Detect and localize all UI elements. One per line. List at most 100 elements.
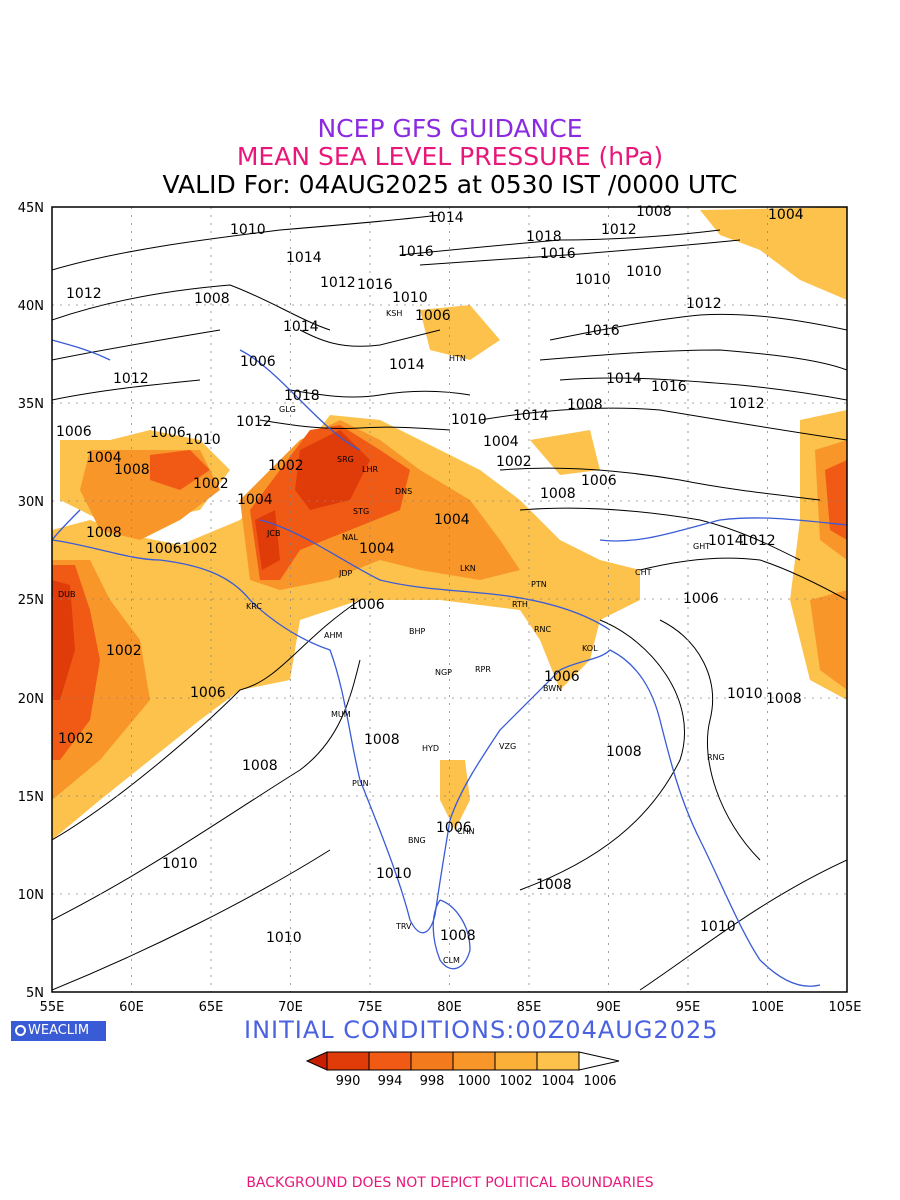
contour-label: 1008 [540, 486, 576, 502]
city-label: RNC [534, 625, 552, 634]
weaclim-logo-icon [15, 1025, 26, 1036]
contour-label: 1008 [606, 744, 642, 760]
lon-label: 100E [751, 1000, 784, 1015]
city-label: CHN [457, 827, 475, 836]
contour-label: 1012 [66, 286, 102, 302]
city-label-group: KSH HTN SRG LHR STG DNS NAL JCB JDP KRC … [58, 309, 725, 965]
lat-label: 40N [18, 299, 44, 314]
city-label: JDP [338, 569, 353, 578]
low-pressure-area-1006-ne [700, 207, 847, 300]
lat-label: 5N [26, 986, 44, 1001]
city-label: NAL [342, 533, 358, 542]
contour-label: 1016 [357, 277, 393, 293]
contour-label: 1004 [237, 492, 273, 508]
lon-label: 80E [437, 1000, 462, 1015]
low-pressure-area-998-sw [255, 510, 280, 570]
latitude-axis: 45N 40N 35N 30N 25N 20N 15N 10N 5N [18, 201, 44, 1001]
contour-label: 1014 [283, 319, 319, 335]
city-label: AHM [324, 631, 342, 640]
legend-swatch [452, 1051, 496, 1071]
legend-label: 1002 [499, 1074, 532, 1089]
contour-label: 1010 [727, 686, 763, 702]
contour-label: 1002 [496, 454, 532, 470]
contour-label: 1010 [185, 432, 221, 448]
contour-label: 1006 [56, 424, 92, 440]
contour-label: 1006 [436, 820, 472, 836]
contour-label: 1016 [651, 379, 687, 395]
city-label: STG [353, 507, 369, 516]
legend-swatch [368, 1051, 412, 1071]
contour-label: 1006 [190, 685, 226, 701]
low-pressure-area-1002-nw [150, 450, 210, 490]
contour-label: 1010 [376, 866, 412, 882]
contour-label: 1008 [242, 758, 278, 774]
contour-label: 1004 [359, 541, 395, 557]
lat-label: 10N [18, 888, 44, 903]
contour-label: 1012 [740, 533, 776, 549]
contour-label: 1010 [392, 290, 428, 306]
city-label: DNS [395, 487, 412, 496]
contour-label: 1010 [230, 222, 266, 238]
contour-label: 1008 [86, 525, 122, 541]
lat-label: 45N [18, 201, 44, 216]
contour-label: 1014 [708, 533, 744, 549]
lon-label: 55E [40, 1000, 65, 1015]
city-label: NGP [435, 668, 452, 677]
legend-swatch [410, 1051, 454, 1071]
contour-label: 1004 [768, 207, 804, 223]
contour-label: 1018 [526, 229, 562, 245]
contour-label: 1014 [428, 210, 464, 226]
contour-label: 1006 [150, 425, 186, 441]
contour-label: 1008 [567, 397, 603, 413]
legend-label: 998 [420, 1074, 445, 1089]
contour-label: 1012 [236, 414, 272, 430]
city-label: RTH [512, 600, 528, 609]
city-label: DUB [58, 590, 76, 599]
lat-label: 30N [18, 495, 44, 510]
legend-label: 990 [336, 1074, 361, 1089]
contour-label: 1002 [182, 541, 218, 557]
legend-label: 1006 [583, 1074, 616, 1089]
contour-label: 1014 [513, 408, 549, 424]
weaclim-label: WEACLIM [28, 1023, 90, 1038]
legend-label: 994 [378, 1074, 403, 1089]
contour-label: 1016 [584, 323, 620, 339]
contour-label: 1006 [240, 354, 276, 370]
contour-label: 1010 [575, 272, 611, 288]
lon-label: 60E [119, 1000, 144, 1015]
city-label: GLG [279, 405, 296, 414]
contour-label: 1010 [451, 412, 487, 428]
contour-label: 1008 [766, 691, 802, 707]
contour-label: 1006 [415, 308, 451, 324]
legend-label: 1000 [457, 1074, 490, 1089]
contour-label: 1010 [162, 856, 198, 872]
lat-label: 15N [18, 790, 44, 805]
low-pressure-area-1006-mid [530, 430, 600, 475]
city-label: KRC [246, 602, 262, 611]
city-label: VZG [499, 742, 516, 751]
contour-label: 1006 [349, 597, 385, 613]
low-pressure-area-1002-e [825, 460, 847, 540]
contour-label: 1014 [286, 250, 322, 266]
city-label: HTN [449, 354, 466, 363]
contour-label: 1004 [483, 434, 519, 450]
contour-label: 1004 [434, 512, 470, 528]
contour-label: 1004 [86, 450, 122, 466]
isobar-lines [52, 214, 847, 991]
disclaimer-footer: BACKGROUND DOES NOT DEPICT POLITICAL BOU… [246, 1175, 654, 1191]
contour-label: 1006 [544, 669, 580, 685]
city-label: BWN [543, 684, 562, 693]
contour-label: 1014 [606, 371, 642, 387]
city-label: LKN [460, 564, 476, 573]
city-label: CLM [443, 956, 460, 965]
contour-label: 1008 [114, 462, 150, 478]
contour-label: 1002 [58, 731, 94, 747]
map-frame [51, 206, 848, 993]
city-label: GHT [693, 542, 710, 551]
city-label: JCB [266, 529, 280, 538]
city-label: PTN [531, 580, 547, 589]
contour-label: 1010 [626, 264, 662, 280]
city-label: LHR [362, 465, 378, 474]
field-title: MEAN SEA LEVEL PRESSURE (hPa) [236, 142, 664, 171]
contour-label: 1012 [686, 296, 722, 312]
